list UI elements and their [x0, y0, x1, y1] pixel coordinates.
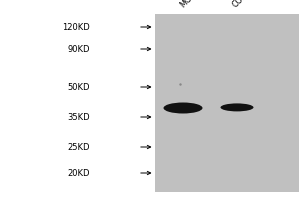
Ellipse shape: [220, 103, 254, 111]
Text: 50KD: 50KD: [68, 83, 90, 92]
Text: 20KD: 20KD: [68, 168, 90, 178]
Text: COL0320: COL0320: [231, 0, 263, 9]
Text: 25KD: 25KD: [68, 142, 90, 152]
Ellipse shape: [164, 102, 202, 114]
Text: 35KD: 35KD: [68, 112, 90, 121]
Text: 90KD: 90KD: [68, 45, 90, 53]
Bar: [154, 14, 298, 192]
Text: MCF-7: MCF-7: [178, 0, 202, 9]
Text: 120KD: 120KD: [62, 22, 90, 31]
